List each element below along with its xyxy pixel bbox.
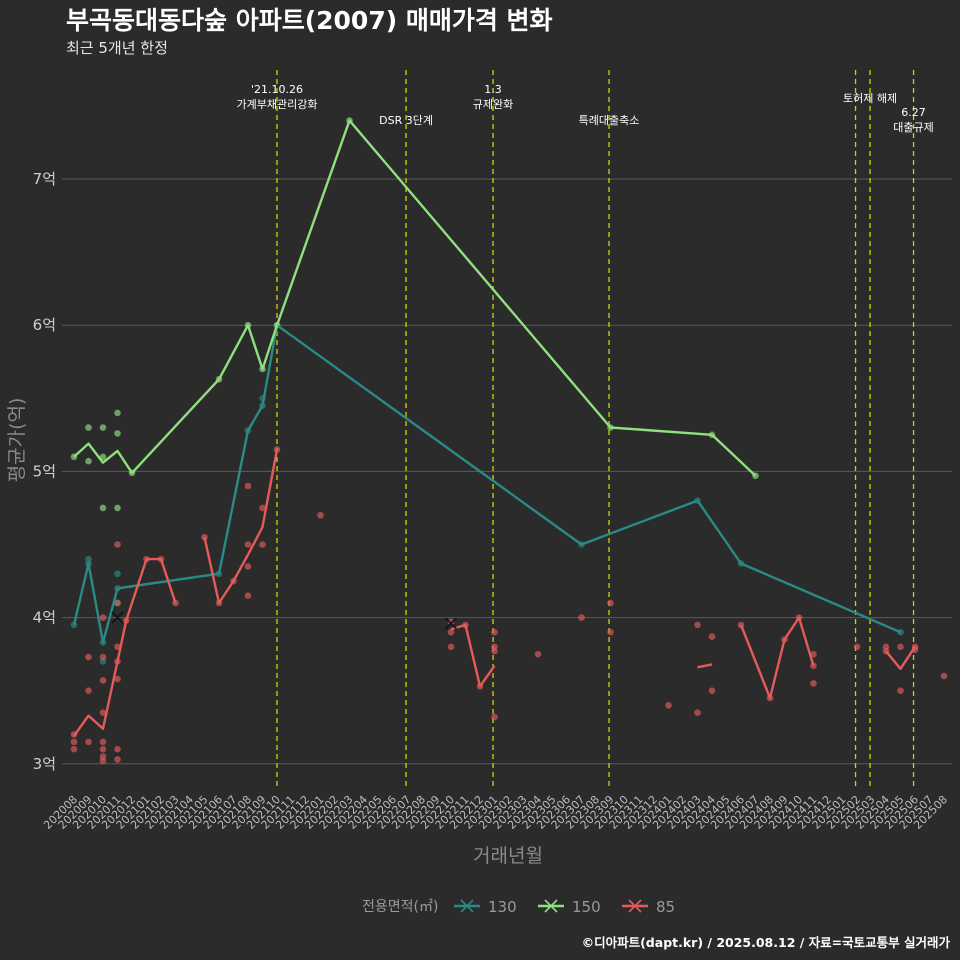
event-label: 특례대출축소	[579, 114, 640, 127]
legend-swatch-cross	[544, 899, 558, 913]
legend-label: 130	[488, 898, 517, 916]
chart-title: 부곡동대동다숲 아파트(2007) 매매가격 변화	[66, 6, 553, 35]
legend-label: 85	[656, 898, 675, 916]
source-caption: ©디아파트(dapt.kr) / 2025.08.12 / 자료=국토교통부 실…	[582, 935, 951, 950]
event-label: 1.3 규제완화	[473, 83, 513, 111]
data-point-150	[85, 457, 92, 465]
event-label: '21.10.26 가계부채관리강화	[237, 83, 318, 111]
gridlines	[62, 178, 952, 765]
data-point-85	[810, 680, 817, 687]
data-point-85	[244, 592, 252, 599]
data-point-85	[99, 677, 107, 684]
legend-item-150: 150	[538, 898, 601, 916]
x-axis-label: 거래년월	[473, 845, 543, 867]
data-point-85	[114, 675, 121, 683]
data-point-85	[665, 702, 672, 709]
data-point-85	[85, 738, 92, 746]
data-point-85	[607, 599, 614, 607]
data-point-85	[491, 628, 498, 636]
cross-markers	[111, 611, 458, 630]
data-point-85	[694, 709, 701, 716]
data-point-85	[897, 687, 904, 694]
data-point-85	[810, 650, 817, 658]
data-point-85	[853, 643, 861, 651]
data-point-85	[897, 643, 904, 651]
y-axis-label: 평균가(억)	[6, 398, 28, 483]
data-point-85	[534, 650, 542, 658]
series-line-85	[73, 449, 917, 737]
data-point-85	[273, 446, 281, 453]
y-tick-label: 7억	[33, 170, 56, 188]
data-point-85	[447, 628, 455, 636]
data-point-85	[201, 533, 208, 541]
cross-stroke	[111, 611, 124, 624]
data-point-85	[99, 614, 107, 621]
event-label: 토허제 해제	[843, 91, 897, 105]
data-point-150	[114, 504, 121, 512]
legend-item-130: 130	[454, 898, 517, 916]
data-point-85	[244, 541, 252, 548]
data-point-85	[114, 541, 121, 548]
y-tick-label: 6억	[33, 316, 56, 334]
data-point-85	[447, 643, 455, 651]
data-point-150	[114, 430, 121, 437]
data-point-85	[70, 738, 78, 746]
data-point-85	[99, 745, 107, 753]
data-point-85	[85, 687, 92, 694]
data-points	[70, 117, 948, 765]
data-point-85	[114, 745, 121, 753]
data-point-85	[491, 647, 498, 655]
y-tick-label: 5억	[33, 462, 56, 480]
data-point-85	[114, 756, 121, 763]
data-point-85	[99, 738, 107, 746]
data-point-85	[259, 541, 266, 548]
data-point-85	[694, 621, 701, 629]
data-point-150	[99, 424, 107, 431]
series-line-130	[72, 324, 901, 644]
chart-subtitle: 최근 5개년 한정	[66, 39, 168, 57]
data-point-85	[259, 504, 266, 512]
data-point-150	[99, 453, 107, 461]
data-point-85	[708, 687, 716, 694]
data-point-85	[578, 614, 585, 621]
series-line-150	[73, 119, 757, 477]
data-point-130	[114, 570, 121, 578]
y-tick-label: 4억	[33, 609, 56, 627]
cross-stroke	[444, 617, 458, 630]
data-point-85	[70, 745, 78, 753]
data-point-85	[317, 511, 324, 519]
data-point-150	[114, 409, 121, 417]
y-axis-ticks: 3억 4억 5억 6억 7억	[33, 170, 56, 773]
cross-marker	[111, 611, 124, 624]
data-point-85	[607, 628, 614, 636]
data-point-130	[70, 621, 78, 629]
data-point-85	[708, 633, 716, 640]
data-point-85	[114, 599, 121, 607]
legend-swatch-cross	[628, 899, 642, 913]
cross-marker	[444, 617, 458, 630]
data-point-85	[244, 482, 252, 490]
data-point-85	[940, 672, 948, 680]
legend: 전용면적(㎡) 130 150 85	[362, 898, 675, 916]
data-point-150	[85, 424, 92, 431]
data-point-85	[99, 653, 107, 661]
event-label: DSR 3단계	[379, 114, 433, 127]
y-tick-label: 3억	[33, 755, 56, 773]
data-point-85	[244, 563, 252, 570]
data-point-85	[491, 713, 498, 721]
legend-item-85: 85	[622, 898, 675, 916]
data-point-85	[99, 709, 107, 716]
legend-swatch-cross	[460, 899, 474, 913]
data-point-150	[99, 504, 107, 512]
event-label: 6.27 대출규제	[893, 106, 933, 134]
data-point-85	[85, 653, 92, 661]
series-lines	[72, 119, 917, 737]
x-axis-ticks: 2020082020092020102020112020122021012021…	[41, 793, 950, 832]
data-point-85	[99, 757, 107, 765]
legend-title: 전용면적(㎡)	[362, 899, 438, 915]
data-point-85	[447, 618, 455, 626]
legend-label: 150	[572, 898, 601, 916]
